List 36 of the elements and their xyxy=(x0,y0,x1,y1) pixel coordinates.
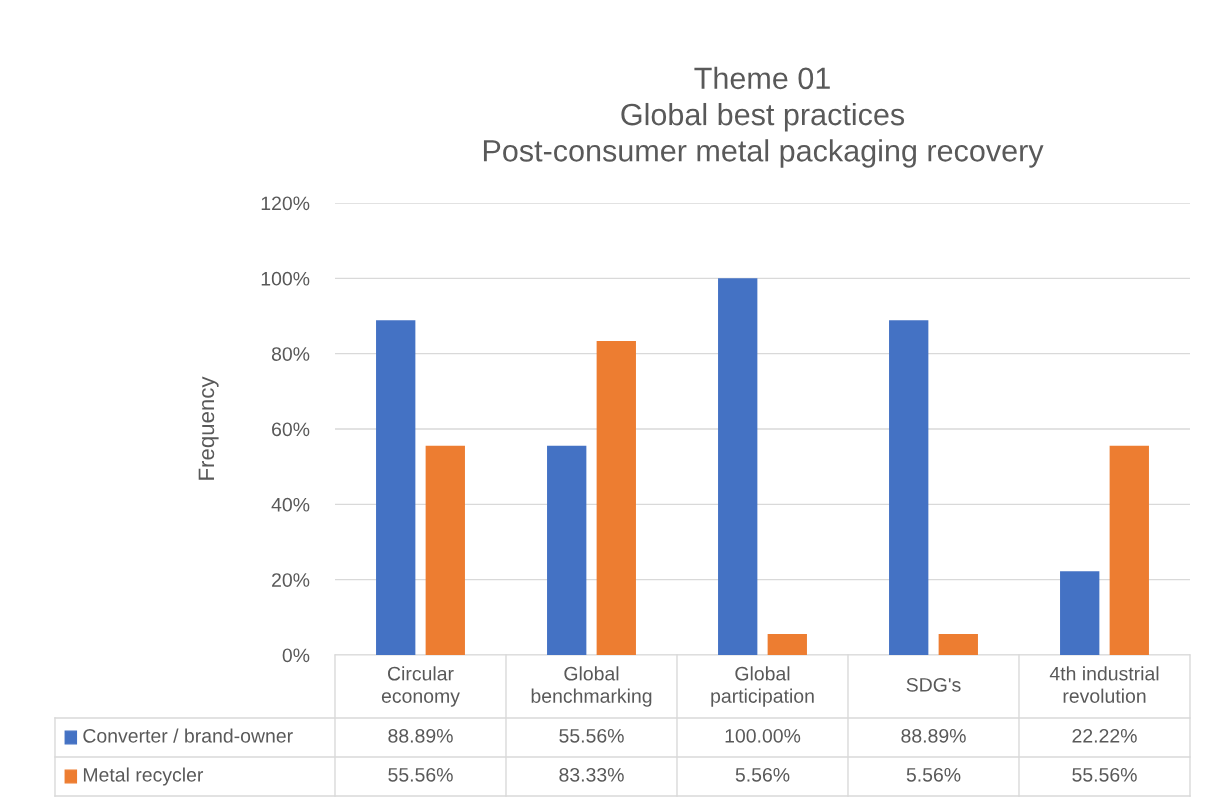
data-label: 55.56% xyxy=(559,728,624,743)
data-label: 83.33% xyxy=(559,767,624,782)
bar xyxy=(767,634,807,655)
y-tick-label: 100% xyxy=(261,271,310,286)
x-tick-label: Global participation xyxy=(711,666,814,707)
bar xyxy=(1109,445,1149,655)
x-tick-label: Circular economy xyxy=(381,666,460,707)
chart-title: Theme 01 Global best practices Post-consumer metal packaging recovery xyxy=(483,66,1044,168)
data-label: 5.56% xyxy=(906,767,961,782)
data-label: 88.89% xyxy=(901,728,966,743)
data-label: 88.89% xyxy=(388,728,453,743)
legend-label: Converter / brand-owner xyxy=(83,728,293,743)
data-label: 55.56% xyxy=(388,767,453,782)
y-tick-label: 0% xyxy=(282,648,310,663)
y-tick-label: 120% xyxy=(261,196,310,211)
bar xyxy=(1060,571,1100,655)
x-tick-label: SDG's xyxy=(906,677,961,692)
bar xyxy=(376,320,416,655)
bar xyxy=(425,445,465,655)
data-label: 100.00% xyxy=(725,728,801,743)
y-axis-title: Frequency xyxy=(198,376,219,480)
legend-label: Metal recycler xyxy=(83,767,204,786)
data-label: 5.56% xyxy=(735,767,790,782)
y-tick-label: 80% xyxy=(271,347,310,361)
data-label: 22.22% xyxy=(1072,728,1137,743)
y-tick-label: 40% xyxy=(271,497,310,512)
y-tick-label: 20% xyxy=(272,573,310,587)
y-tick-label: 60% xyxy=(272,422,310,437)
x-tick-label: 4th industrial revolution xyxy=(1049,666,1159,703)
x-tick-label: Global benchmarking xyxy=(531,666,652,707)
bar xyxy=(718,278,758,655)
bar xyxy=(938,634,978,655)
bar xyxy=(547,445,587,655)
bar xyxy=(596,341,636,655)
data-label: 55.56% xyxy=(1072,767,1137,782)
bar xyxy=(889,320,929,655)
